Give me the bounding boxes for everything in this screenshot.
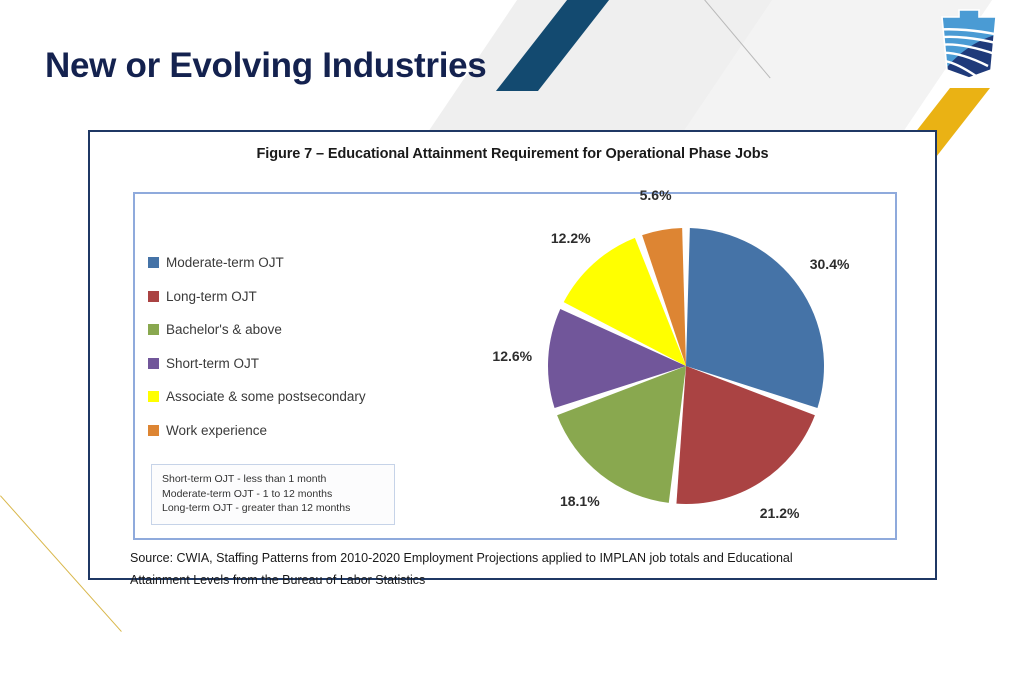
legend-swatch-bachelors-and-above xyxy=(148,324,159,336)
legend-label-associate-and-some-postsecondary: Associate & some postsecondary xyxy=(166,389,366,405)
legend-swatch-moderate-term-ojt xyxy=(148,257,159,269)
legend-label-work-experience: Work experience xyxy=(166,422,268,438)
pie-label-work-experience: 5.6% xyxy=(639,186,672,203)
legend-item-short-term-ojt[interactable]: Short-term OJT xyxy=(148,347,448,381)
definitions-note-box: Short-term OJT - less than 1 month Moder… xyxy=(151,464,395,525)
legend-item-work-experience[interactable]: Work experience xyxy=(148,414,448,448)
page-title: New or Evolving Industries xyxy=(45,46,487,85)
pie-chart-svg xyxy=(548,228,824,504)
legend-label-long-term-ojt: Long-term OJT xyxy=(166,288,257,304)
pie-label-bachelors-and-above: 18.1% xyxy=(559,493,600,510)
figure-caption: Figure 7 – Educational Attainment Requir… xyxy=(256,146,769,162)
pie-slice[interactable] xyxy=(642,228,686,366)
legend-swatch-associate-and-some-postsecondary xyxy=(148,391,159,403)
figure-frame: Figure 7 – Educational Attainment Requir… xyxy=(88,130,937,587)
chart-plot-area: Moderate-term OJT Long-term OJT Bachelor… xyxy=(133,187,897,540)
pie-chart: 30.4% 21.2% 18.1% 12.6% 12.2% 5.6% xyxy=(480,187,895,535)
pie-label-long-term-ojt: 21.2% xyxy=(759,504,800,521)
legend-item-moderate-term-ojt[interactable]: Moderate-term OJT xyxy=(148,246,448,280)
pie-label-moderate-term-ojt: 30.4% xyxy=(809,256,850,273)
pie-slice[interactable] xyxy=(563,237,686,366)
source-note-line-2: Attainment Levels from the Bureau of Lab… xyxy=(130,573,426,587)
legend-swatch-work-experience xyxy=(148,424,159,436)
chart-legend: Moderate-term OJT Long-term OJT Bachelor… xyxy=(148,246,448,447)
pennsylvania-keystone-logo-icon xyxy=(941,9,997,79)
note-line-moderate-term: Moderate-term OJT - 1 to 12 months xyxy=(162,487,333,500)
note-line-short-term: Short-term OJT - less than 1 month xyxy=(162,473,327,485)
pie-label-associate-and-some-postsecondary: 12.2% xyxy=(550,230,591,247)
legend-label-short-term-ojt: Short-term OJT xyxy=(166,355,260,371)
source-note: Source: CWIA, Staffing Patterns from 201… xyxy=(130,547,920,591)
legend-label-bachelors-and-above: Bachelor's & above xyxy=(166,322,282,338)
legend-swatch-long-term-ojt xyxy=(148,290,159,302)
source-note-line-1: Source: CWIA, Staffing Patterns from 201… xyxy=(130,551,793,565)
legend-item-long-term-ojt[interactable]: Long-term OJT xyxy=(148,280,448,314)
legend-item-bachelors-and-above[interactable]: Bachelor's & above xyxy=(148,313,448,347)
pie-label-short-term-ojt: 12.6% xyxy=(492,347,533,364)
legend-swatch-short-term-ojt xyxy=(148,357,159,369)
pie-slice[interactable] xyxy=(676,366,815,504)
pie-slice[interactable] xyxy=(548,309,686,409)
pie-slice[interactable] xyxy=(686,228,824,409)
legend-item-associate-and-some-postsecondary[interactable]: Associate & some postsecondary xyxy=(148,380,448,414)
note-line-long-term: Long-term OJT - greater than 12 months xyxy=(162,502,351,514)
legend-label-moderate-term-ojt: Moderate-term OJT xyxy=(166,255,284,271)
pie-slice[interactable] xyxy=(557,366,686,503)
